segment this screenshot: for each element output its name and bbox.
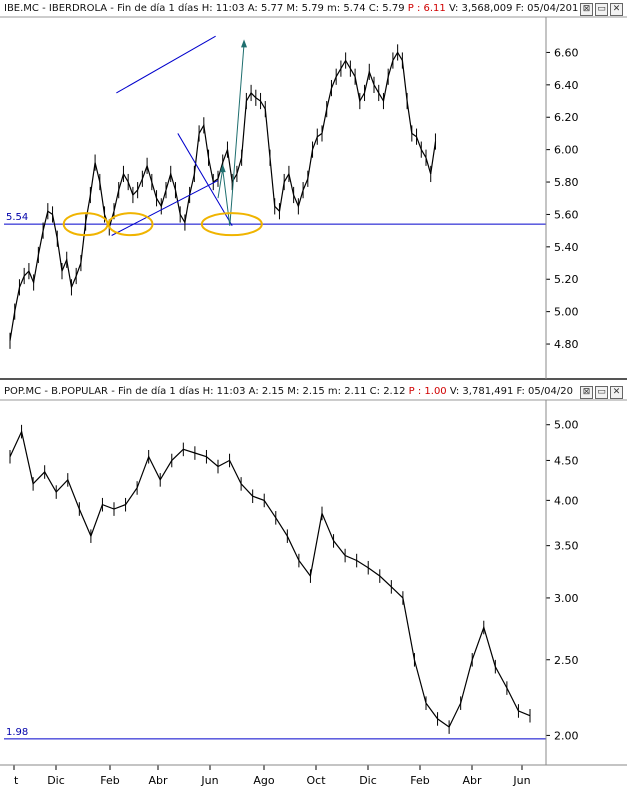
y-tick-label: 5.00	[554, 306, 579, 319]
pane-title-text: POP.MC - B.POPULAR - Fin de día 1 días H…	[4, 386, 409, 397]
close-button[interactable]: ✕	[610, 3, 623, 16]
iberdrola-chart-pane: 6.60 6.40 6.20 6.00 5.80 5.60 5.40 5.20 5.00 4.80…	[4, 35, 579, 351]
y-tick-label: 3.50	[554, 540, 579, 553]
trendline	[111, 179, 219, 236]
pane-title-iberdrola: IBE.MC - IBERDROLA - Fin de día 1 días H…	[4, 3, 578, 14]
y-tick-label: 6.40	[554, 79, 579, 92]
support-level-label: 1.98	[6, 727, 28, 738]
x-tick-label: Dic	[47, 774, 65, 787]
pane-title-text: IBE.MC - IBERDROLA - Fin de día 1 días H…	[4, 3, 408, 14]
volume-date-text: V: 3,781,491 F: 05/04/20	[446, 386, 573, 397]
x-tick-label: Feb	[100, 774, 119, 787]
y-tick-label: 4.50	[554, 454, 579, 467]
projection-path	[217, 44, 245, 226]
maximize-button[interactable]: ▭	[595, 3, 608, 16]
y-tick-label: 6.20	[554, 111, 579, 124]
y-tick-label: 6.00	[554, 144, 579, 157]
highlight-ellipse	[107, 212, 154, 237]
x-tick-label: Jun	[512, 774, 530, 787]
y-tick-label: 5.20	[554, 273, 579, 286]
pane-window-buttons: ⊠ ▭ ✕	[580, 3, 623, 16]
highlight-ellipse	[200, 212, 263, 237]
popular-chart-pane: 5.00 4.50 4.00 3.50 3.00 2.50 2.00 1.98	[4, 419, 579, 742]
x-tick-label: Feb	[410, 774, 429, 787]
projection-arrowhead	[219, 164, 226, 173]
y-tick-label: 5.00	[554, 419, 579, 432]
close-button[interactable]: ✕	[610, 386, 623, 399]
x-tick-label: Abr	[462, 774, 482, 787]
x-tick-label: Dic	[359, 774, 377, 787]
y-tick-label: 4.00	[554, 494, 579, 507]
maximize-button[interactable]: ▭	[595, 386, 608, 399]
trendline	[177, 133, 233, 227]
p-value: P : 6.11	[407, 3, 446, 14]
x-tick-label: Oct	[306, 774, 326, 787]
y-tick-label: 2.50	[554, 654, 579, 667]
p-value: P : 1.00	[408, 386, 447, 397]
y-tick-label: 3.00	[554, 592, 579, 605]
volume-date-text: V: 3,568,009 F: 05/04/201	[445, 3, 579, 14]
x-tick-label: Jun	[200, 774, 218, 787]
support-level-label: 5.54	[6, 212, 28, 223]
y-tick-label: 6.60	[554, 46, 579, 59]
y-tick-label: 5.40	[554, 241, 579, 254]
restore-button[interactable]: ⊠	[580, 3, 593, 16]
price-series-line	[9, 51, 437, 341]
x-tick-label: Abr	[148, 774, 168, 787]
x-tick-label: Ago	[253, 774, 275, 787]
y-tick-label: 2.00	[554, 729, 579, 742]
projection-arrowhead	[241, 39, 247, 48]
y-tick-label: 5.60	[554, 208, 579, 221]
pane-title-popular: POP.MC - B.POPULAR - Fin de día 1 días H…	[4, 386, 573, 397]
time-axis: t Dic Feb Abr Jun Ago Oct Dic Feb Abr Jun	[13, 765, 531, 787]
x-tick-label: t	[14, 774, 19, 787]
price-series-line	[9, 429, 531, 728]
y-tick-label: 5.80	[554, 176, 579, 189]
y-tick-label: 4.80	[554, 338, 579, 351]
pane-window-buttons: ⊠ ▭ ✕	[580, 386, 623, 399]
restore-button[interactable]: ⊠	[580, 386, 593, 399]
trendline	[116, 35, 216, 94]
